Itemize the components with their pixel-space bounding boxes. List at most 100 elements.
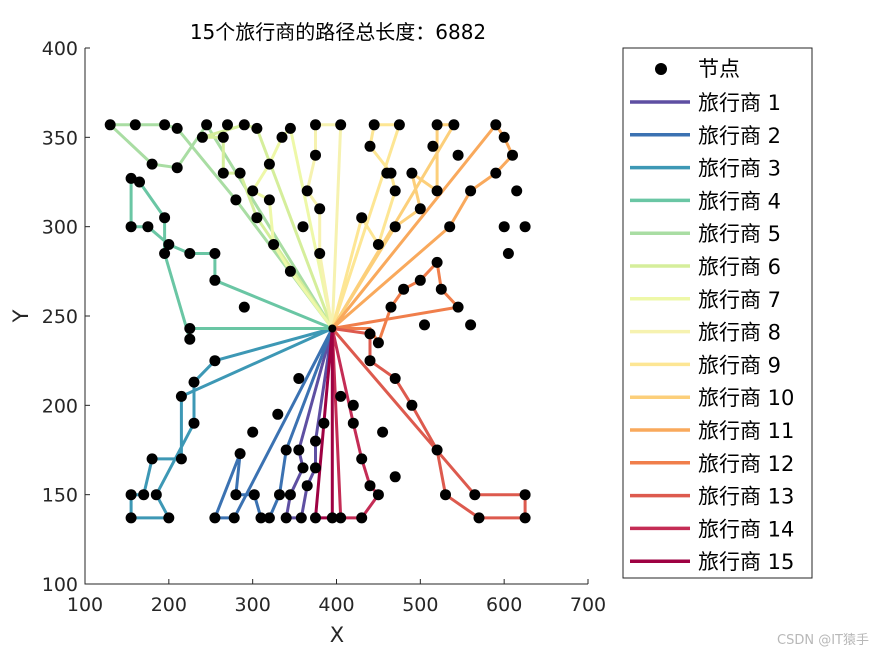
node-point xyxy=(448,119,460,131)
node-point xyxy=(217,131,229,143)
node-point xyxy=(196,131,208,143)
y-tick-label: 100 xyxy=(42,574,78,596)
node-point xyxy=(247,426,259,438)
x-tick-label: 600 xyxy=(486,594,522,616)
x-tick-label: 700 xyxy=(570,594,606,616)
node-point xyxy=(465,185,477,197)
node-point xyxy=(335,512,347,524)
node-point xyxy=(326,512,338,524)
node-point xyxy=(377,426,389,438)
node-point xyxy=(389,373,401,384)
node-point xyxy=(234,448,246,460)
node-point xyxy=(452,149,464,161)
node-point xyxy=(398,283,410,295)
node-point xyxy=(310,119,321,131)
node-point xyxy=(188,417,200,429)
node-point xyxy=(146,453,158,465)
node-point xyxy=(138,489,150,501)
node-point xyxy=(188,376,200,388)
node-point xyxy=(310,462,321,474)
node-point xyxy=(284,265,296,277)
legend-label-4: 旅行商 4 xyxy=(698,189,781,213)
legend-label-2: 旅行商 2 xyxy=(698,124,781,148)
node-point xyxy=(335,390,347,402)
node-point xyxy=(274,489,285,501)
y-axis: 100 150 200 250 300 350 400 xyxy=(42,38,90,596)
legend-label-15: 旅行商 15 xyxy=(698,550,794,574)
node-point xyxy=(125,512,137,524)
x-axis-label: X xyxy=(330,623,344,647)
node-point xyxy=(201,119,213,131)
x-axis: 100 200 300 400 500 600 700 xyxy=(67,579,606,616)
x-tick-label: 400 xyxy=(318,594,354,616)
node-point xyxy=(175,390,187,402)
node-point xyxy=(125,172,137,184)
node-point xyxy=(507,149,518,161)
node-point xyxy=(435,283,447,295)
node-point xyxy=(209,248,221,259)
legend-label-13: 旅行商 13 xyxy=(698,485,794,509)
node-point xyxy=(163,512,175,524)
node-point xyxy=(230,194,242,206)
x-tick-label: 500 xyxy=(402,594,438,616)
y-tick-label: 400 xyxy=(42,38,78,60)
node-point xyxy=(234,167,246,179)
y-tick-label: 150 xyxy=(42,485,78,507)
node-point xyxy=(364,355,376,367)
node-point xyxy=(238,119,250,131)
node-point xyxy=(519,221,531,233)
node-point xyxy=(263,158,275,170)
legend-label-7: 旅行商 7 xyxy=(698,288,781,312)
node-point xyxy=(389,221,401,233)
legend-label-8: 旅行商 8 xyxy=(698,321,781,345)
y-tick-label: 200 xyxy=(42,395,78,417)
node-point xyxy=(228,512,240,524)
node-point xyxy=(519,489,531,501)
node-point xyxy=(519,512,531,524)
node-point xyxy=(473,512,485,524)
node-point xyxy=(209,512,221,524)
node-point xyxy=(150,489,162,501)
node-point xyxy=(364,480,376,492)
node-point xyxy=(129,119,141,131)
node-point xyxy=(134,176,145,188)
node-point xyxy=(301,185,313,197)
legend-label-3: 旅行商 3 xyxy=(698,157,781,181)
nodes-layer xyxy=(104,119,531,524)
node-point xyxy=(125,221,137,233)
legend-label-9: 旅行商 9 xyxy=(698,353,781,377)
y-tick-label: 300 xyxy=(42,217,78,239)
node-point xyxy=(142,221,154,233)
node-point xyxy=(498,221,510,233)
node-point xyxy=(171,162,183,174)
node-point xyxy=(268,239,280,250)
watermark: CSDN @IT猿手 xyxy=(777,633,869,648)
node-point xyxy=(389,185,401,197)
node-point xyxy=(159,248,171,259)
node-point xyxy=(381,167,393,179)
node-point xyxy=(184,248,196,259)
node-point xyxy=(171,122,183,134)
node-point xyxy=(347,399,359,411)
node-point xyxy=(238,301,250,313)
node-point xyxy=(293,444,305,456)
node-point xyxy=(184,323,196,334)
y-tick-label: 350 xyxy=(42,127,78,149)
node-point xyxy=(314,248,326,259)
node-point xyxy=(297,221,309,233)
node-point xyxy=(356,453,368,465)
node-point xyxy=(414,274,426,286)
node-point xyxy=(209,355,221,367)
node-point xyxy=(444,221,456,233)
node-point xyxy=(431,256,443,268)
node-point xyxy=(314,203,326,215)
node-point xyxy=(356,512,368,524)
legend-node-label: 节点 xyxy=(698,57,740,81)
node-point xyxy=(146,158,158,170)
node-point xyxy=(385,301,397,313)
node-point xyxy=(335,119,347,131)
legend-label-5: 旅行商 5 xyxy=(698,222,781,246)
node-point xyxy=(452,301,464,313)
